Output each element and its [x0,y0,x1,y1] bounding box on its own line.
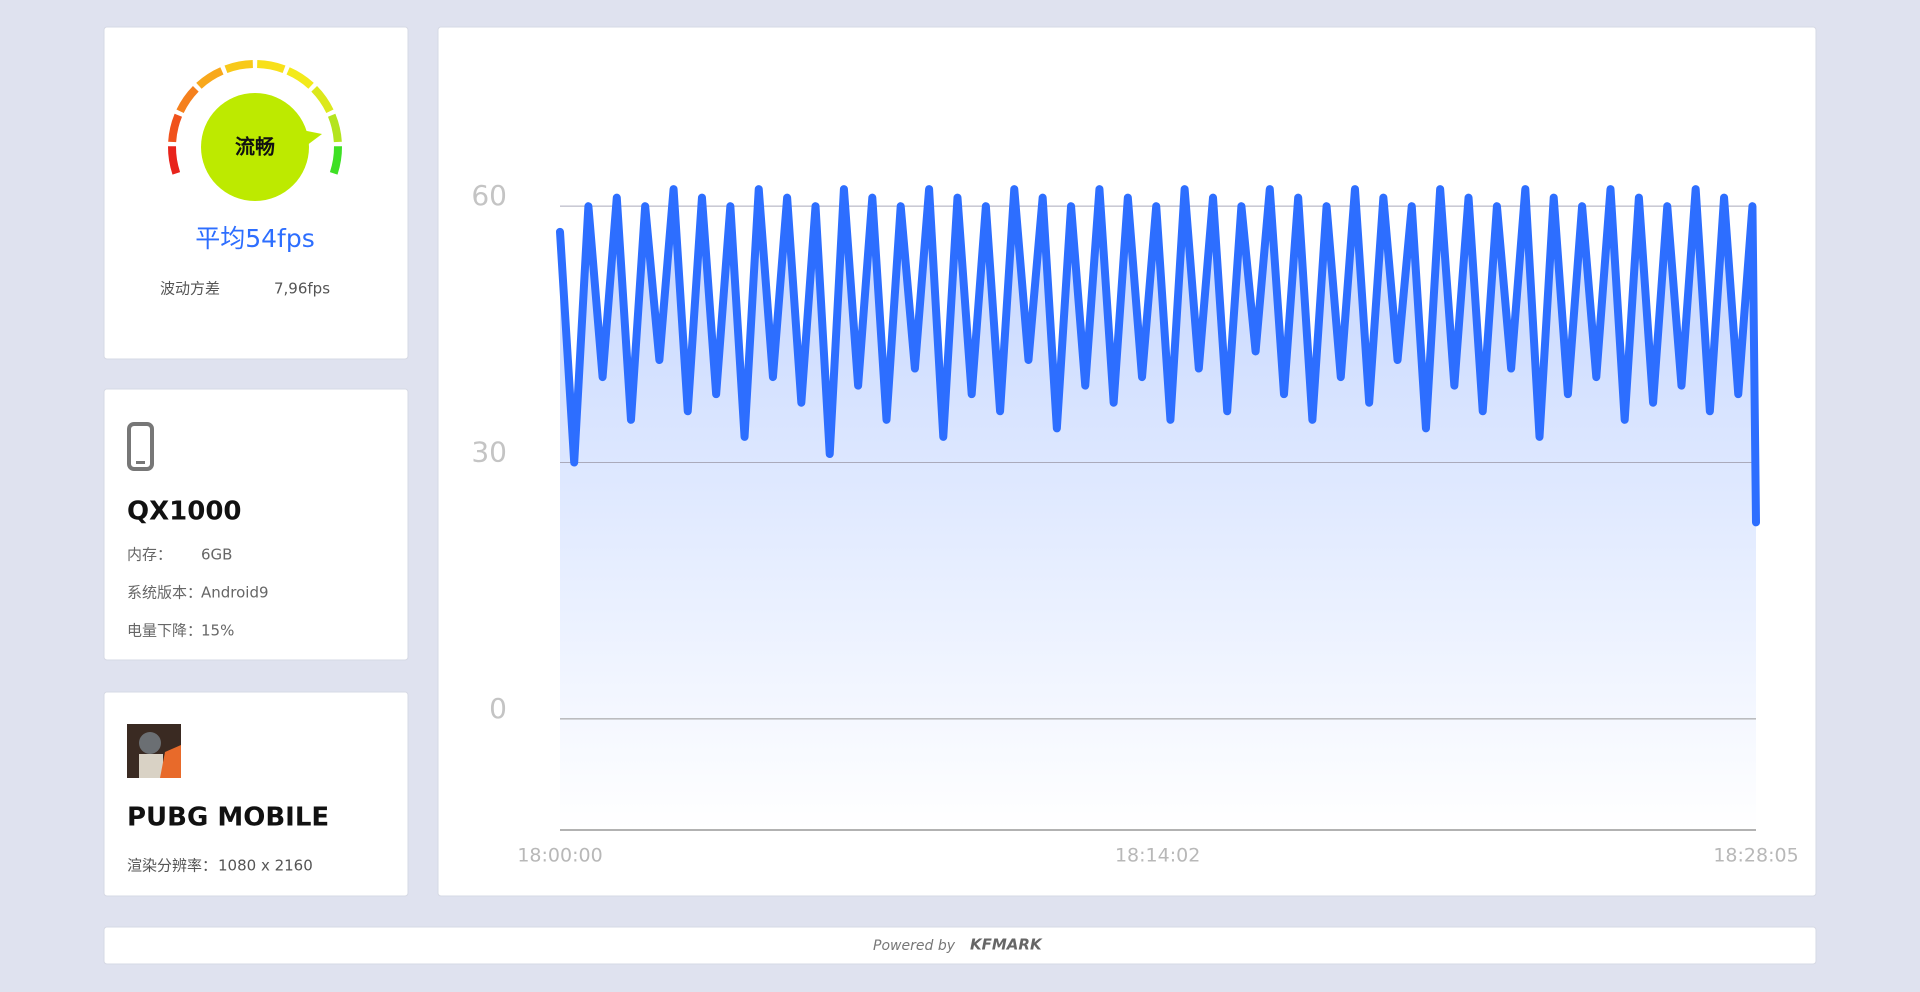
gauge-segment [196,67,224,89]
variance-label: 波动方差 [160,280,220,298]
spec-value: 6GB [201,546,232,564]
game-icon-helmet [139,732,161,754]
fps-chart: 0 30 60 18:00:00 18:14:02 18:28:05 [471,179,1798,866]
y-tick-label: 60 [471,179,507,212]
game-icon-accent [160,745,181,778]
resolution-label: 渲染分辨率： [127,857,217,875]
x-tick-label: 18:28:05 [1713,845,1798,867]
footer-card [103,926,1817,965]
gauge-segment [168,146,181,175]
gauge-segment [168,113,183,143]
y-tick-label: 30 [471,436,507,469]
gauge-segment [224,60,254,74]
area-fill [560,189,1756,830]
gauge-segment [327,113,342,143]
game-name: PUBG MOBILE [127,803,329,833]
variance-value: 7,96fps [274,280,330,298]
y-tick-label: 0 [489,692,507,725]
device-card [103,388,409,661]
gauge-center [201,93,309,201]
x-tick-label: 18:00:00 [517,845,602,867]
spec-label: 电量下降： [127,622,202,640]
spec-label: 内存： [127,546,172,564]
spec-value: 15% [201,622,234,640]
gauge [168,60,342,175]
brand: KFMARK [970,936,1043,954]
spec-value: Android9 [201,584,269,602]
device-name: QX1000 [127,497,242,527]
fps-line [556,185,1760,527]
gauge-pointer [302,130,322,146]
spec-label: 系统版本： [127,584,202,602]
game-icon-body [139,754,163,778]
gauge-segment [329,146,342,175]
gauge-segment [311,86,334,114]
phone-icon-button [136,461,145,464]
gauge-segment [256,60,286,74]
phone-icon [127,422,154,471]
gauge-status: 流畅 [235,135,275,159]
powered-by: Powered by [873,938,956,954]
gauge-segment [176,86,199,114]
resolution-value: 1080 x 2160 [218,857,313,875]
device-specs: 内存： 6GB 系统版本：Android9 电量下降：15% [127,546,269,640]
gauge-segment [286,67,314,89]
average-fps: 平均54fps [195,224,315,253]
x-tick-label: 18:14:02 [1115,845,1200,867]
